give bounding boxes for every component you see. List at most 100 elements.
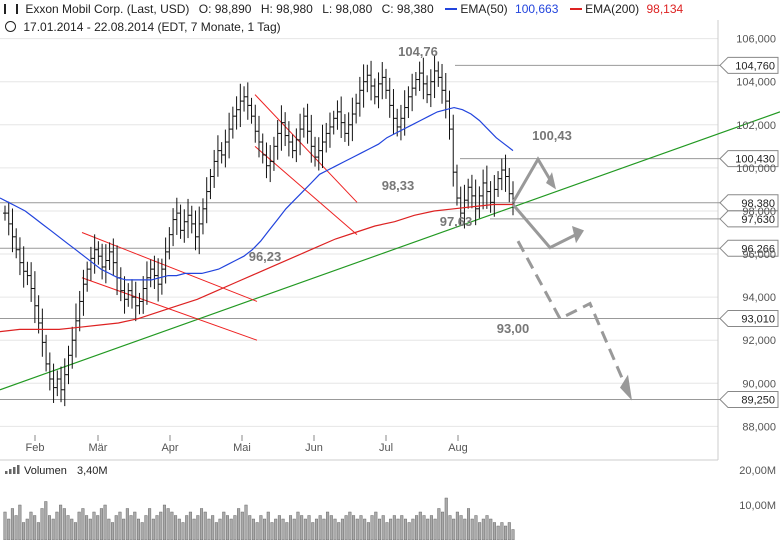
volume-bar (474, 515, 478, 540)
volume-bar (59, 504, 63, 540)
volume-bar (422, 515, 426, 540)
volume-bar (103, 504, 107, 540)
volume-bar (296, 511, 300, 540)
volume-bar (392, 515, 396, 540)
support-lines (0, 64, 722, 400)
volume-bar (188, 511, 192, 540)
y-tick-label: 106,000 (736, 34, 776, 46)
annotation-label: 96,23 (249, 249, 282, 264)
volume-bar (214, 522, 218, 540)
volume-bar (300, 515, 304, 540)
month-label: Feb (26, 442, 45, 454)
volume-bar (240, 511, 244, 540)
projection-arrowhead (620, 374, 632, 401)
volume-bar (237, 508, 241, 540)
volume-bar (378, 518, 382, 540)
month-label: Jun (305, 442, 323, 454)
volume-bar (14, 515, 18, 540)
volume-bar (285, 522, 289, 540)
volume-bar (307, 515, 311, 540)
close-value: C: 98,380 (381, 2, 434, 16)
volume-bar (363, 518, 367, 540)
header-row-1: Exxon Mobil Corp. (Last, USD) O: 98,890 … (0, 2, 683, 16)
open-value: O: 98,890 (198, 2, 252, 16)
month-label: Aug (448, 442, 468, 454)
volume-bar (44, 501, 48, 540)
volume-bar (185, 515, 189, 540)
moving-averages (0, 106, 514, 333)
volume-bar (99, 508, 103, 540)
volume-bar (47, 515, 51, 540)
y-tick-label: 94,000 (742, 292, 776, 304)
volume-bar (203, 511, 207, 540)
volume-bar (133, 511, 137, 540)
volume-bar (381, 515, 385, 540)
volume-bar (444, 497, 448, 540)
volume-bar (122, 518, 126, 540)
ema200-swatch (569, 8, 582, 10)
y-tick-label: 100,000 (736, 163, 776, 175)
volume-bar (289, 515, 293, 540)
volume-bar (251, 518, 255, 540)
price-tag-label: 98,380 (741, 198, 775, 210)
long-term-trendline (0, 111, 780, 391)
ema50-label: EMA(50) (460, 2, 508, 16)
volume-bar (200, 508, 204, 540)
price-tag (719, 390, 779, 408)
price-tag (719, 239, 779, 257)
volume-bar (452, 518, 456, 540)
price-tag (719, 194, 779, 212)
volume-bar (270, 522, 274, 540)
volume-bar (326, 511, 330, 540)
volume-bar (211, 515, 215, 540)
annotation-label: 100,43 (532, 128, 572, 143)
volume-bar (136, 518, 140, 540)
volume-bar (225, 515, 229, 540)
y-tick-label: 92,000 (742, 335, 776, 347)
annotation-label: 104,76 (398, 44, 438, 59)
volume-bar (36, 522, 40, 540)
volume-bar (318, 515, 322, 540)
volume-bar (77, 511, 81, 540)
volume-bar (85, 515, 89, 540)
volume-bar (500, 522, 504, 540)
volume-bar (88, 518, 92, 540)
volume-bar (437, 508, 441, 540)
price-tag (719, 210, 779, 228)
grid (0, 20, 719, 460)
volume-bars-icon (5, 471, 8, 474)
volume-bar (244, 504, 248, 540)
volume-bar (107, 518, 111, 540)
projection-bounce-path (511, 203, 577, 250)
y-tick-label: 102,000 (736, 120, 776, 132)
price-tag-label: 97,630 (741, 214, 775, 226)
volume-bar (81, 508, 85, 540)
volume-bar (125, 508, 129, 540)
header-row-2: 17.01.2014 - 22.08.2014 (EDT, 7 Monate, … (0, 20, 281, 34)
volume-panel: 20,00M 10,00M Volumen 3,40M (0, 459, 776, 540)
volume-bar (3, 511, 7, 540)
volume-bar (229, 518, 233, 540)
volume-bar (281, 518, 285, 540)
volume-bar (222, 511, 226, 540)
volume-bar (366, 522, 370, 540)
volume-bar (218, 518, 222, 540)
ema200-label: EMA(200) (585, 2, 640, 16)
volume-bar (385, 522, 389, 540)
ema50-swatch (444, 8, 457, 10)
date-range: 17.01.2014 - 22.08.2014 (EDT, 7 Monate, … (23, 20, 281, 34)
channel-line (254, 94, 358, 203)
volume-bar (148, 508, 152, 540)
volume-bar (370, 515, 374, 540)
volume-bar (274, 518, 278, 540)
volume-bar (407, 522, 411, 540)
volume-bars-icon (9, 469, 12, 474)
volume-bar (311, 522, 315, 540)
volume-bar (333, 518, 337, 540)
volume-bar (359, 515, 363, 540)
volume-bar (433, 518, 437, 540)
annotation-label: 97,63 (440, 214, 473, 229)
volume-tick-label: 20,00M (739, 465, 776, 477)
ohlc-bars-icon (4, 4, 18, 14)
